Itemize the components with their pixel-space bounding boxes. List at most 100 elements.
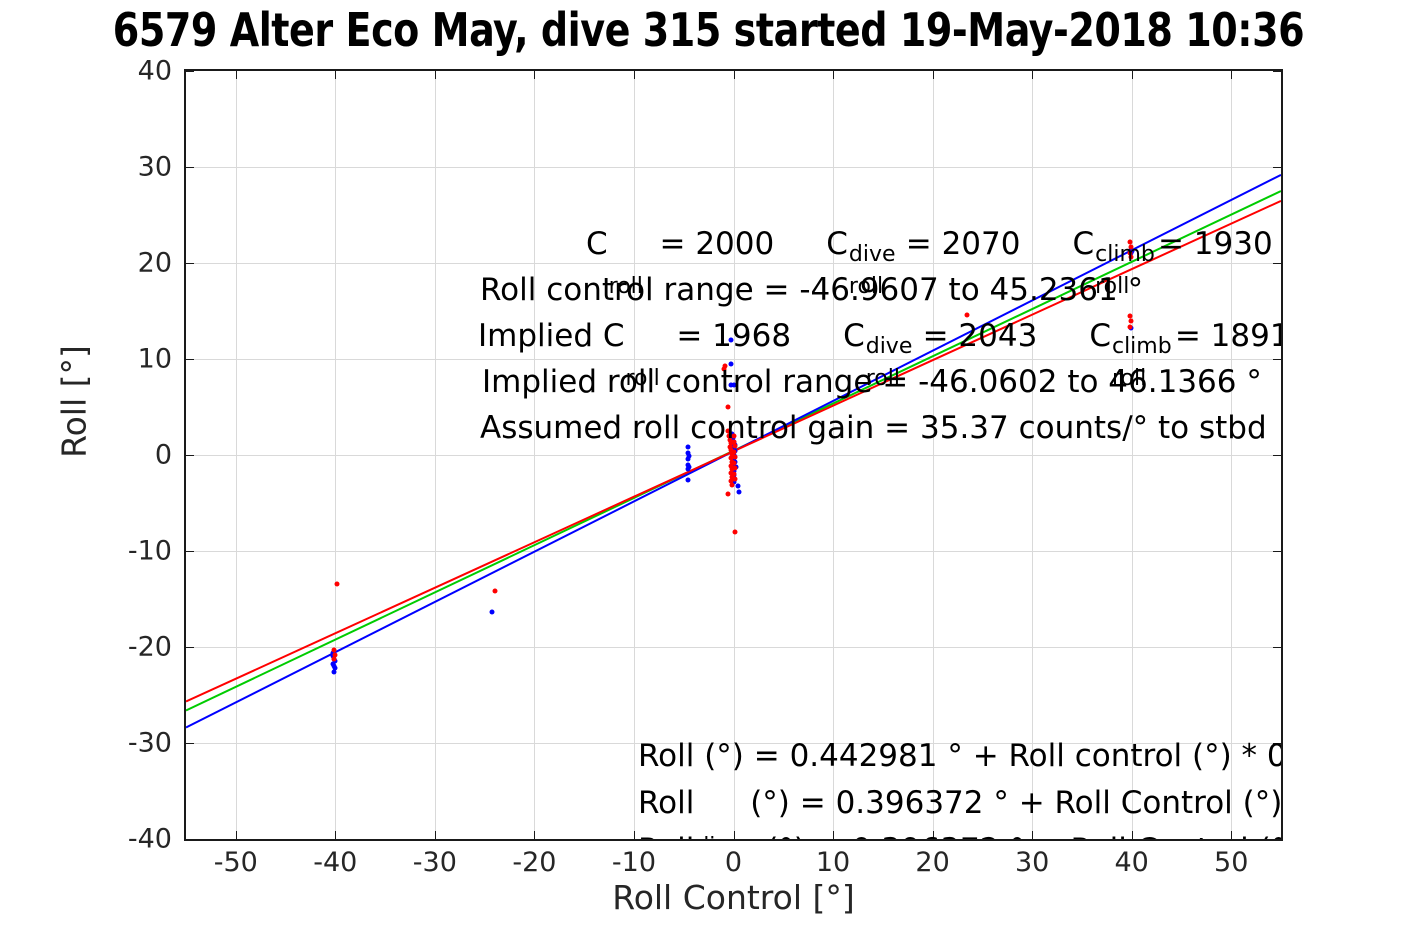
c-roll-subscript: roll	[608, 274, 643, 299]
x-tick-label: -10	[611, 847, 657, 878]
gridline-horizontal	[186, 167, 1281, 168]
annotation-line-roll-control-range: Roll control range = -46.9607 to 45.2361…	[480, 272, 1144, 308]
x-axis-tick-top	[235, 71, 237, 79]
data-point-climb	[492, 588, 498, 594]
equation-roll: Roll (°) = 0.442981 ° + Roll control (°)…	[638, 738, 1281, 774]
y-tick-label: 20	[137, 247, 172, 279]
c-dive-superscript: dive	[848, 242, 896, 267]
x-axis-label: Roll Control [°]	[612, 878, 855, 917]
data-point-climb	[726, 433, 732, 439]
y-tick-label: 40	[137, 55, 172, 87]
data-point-climb	[731, 449, 737, 455]
x-axis-tick-top	[434, 71, 436, 79]
implied-c-dive-superscript: dive	[865, 334, 913, 359]
data-point-dive	[686, 453, 692, 459]
data-point-climb	[721, 366, 727, 372]
y-tick-label: 30	[137, 151, 172, 183]
y-tick-label: 10	[137, 343, 172, 375]
equation-roll-dive-subscript: dive	[695, 823, 742, 839]
implied-c-dive-value: = 2043	[912, 318, 1038, 354]
data-point-climb	[731, 460, 737, 466]
data-point-climb	[729, 474, 734, 480]
data-point-climb	[331, 656, 337, 662]
c-climb-value: = 1930	[1148, 226, 1273, 262]
x-tick-label: 0	[724, 847, 743, 878]
data-point-dive	[686, 464, 692, 470]
data-point-dive	[331, 669, 337, 675]
c-dive-symbol: C	[826, 226, 848, 262]
implied-c-climb-value: = 1891	[1164, 318, 1283, 354]
x-axis-tick	[932, 831, 934, 839]
y-axis-tick-right	[1273, 167, 1281, 168]
gridline-horizontal	[186, 359, 1281, 360]
implied-c-roll-prefix: Implied C	[478, 318, 625, 354]
y-axis-tick	[186, 359, 194, 360]
x-axis-tick-top	[534, 71, 536, 79]
c-climb-subscript: roll	[1095, 274, 1130, 299]
equation-roll-dive-rest: (°) = 0.396372 ° + Roll Control (°) * 0.…	[750, 785, 1283, 821]
data-point-climb	[1128, 254, 1134, 260]
data-point-climb	[732, 529, 738, 535]
equation-roll-dive: Rolldive (°) = 0.396372 ° + Roll Control…	[638, 780, 1283, 839]
x-axis-tick	[1231, 831, 1233, 839]
y-axis-tick-right	[1273, 647, 1281, 648]
data-point-climb	[728, 447, 733, 453]
data-point-climb	[1128, 318, 1134, 324]
c-roll-value: = 2000	[649, 226, 775, 262]
data-point-dive	[736, 489, 742, 495]
data-point-climb	[728, 455, 733, 461]
implied-c-climb-subscript: roll	[1111, 366, 1147, 391]
x-axis-tick-top	[932, 71, 934, 79]
data-point-dive	[685, 456, 691, 462]
x-axis-tick	[1032, 831, 1034, 839]
x-axis-tick	[833, 831, 835, 839]
y-axis-tick	[186, 71, 194, 72]
implied-c-roll-value: = 1968	[666, 318, 792, 354]
x-tick-label: -50	[213, 847, 258, 878]
c-dive-subscript: roll	[848, 274, 884, 299]
data-point-climb	[729, 466, 734, 472]
data-point-climb	[725, 428, 731, 434]
implied-c-climb-superscript: climb	[1111, 334, 1172, 359]
y-axis-tick	[186, 551, 194, 552]
y-tick-label: 0	[154, 439, 172, 471]
data-point-climb	[732, 476, 738, 482]
data-point-climb	[731, 439, 737, 445]
x-tick-label: -40	[313, 847, 358, 878]
data-point-climb	[334, 581, 340, 587]
equation-roll-dive-prefix: Roll	[638, 785, 695, 821]
implied-c-dive-symbol: C	[843, 318, 865, 354]
y-axis-tick	[186, 167, 194, 168]
data-point-dive	[728, 361, 733, 367]
c-dive-value: = 2070	[895, 226, 1021, 262]
gridline-horizontal	[186, 743, 1281, 744]
x-axis-tick-top	[1032, 71, 1034, 79]
equation-roll-climb-rest: (°) = 0.396372 ° + Roll Control (°) * 0.…	[756, 832, 1281, 839]
data-point-climb	[331, 647, 337, 653]
data-point-climb	[725, 404, 731, 410]
x-axis-tick-top	[633, 71, 635, 79]
implied-c-roll-subscript: roll	[625, 366, 660, 391]
annotation-equations: Roll (°) = 0.442981 ° + Roll control (°)…	[638, 733, 1283, 839]
data-point-dive	[731, 382, 737, 388]
x-tick-label: 30	[1014, 847, 1050, 878]
annotation-line-assumed-gain: Assumed roll control gain = 35.37 counts…	[480, 410, 1267, 446]
data-point-dive	[731, 479, 736, 485]
x-axis-tick-top	[335, 71, 337, 79]
y-tick-label: -30	[127, 727, 172, 759]
x-axis-tick	[733, 831, 735, 839]
implied-c-climb-symbol: C	[1089, 318, 1111, 354]
y-tick-label: -20	[127, 631, 172, 663]
data-point-climb	[728, 440, 733, 446]
data-point-dive	[685, 477, 691, 483]
y-axis-label: Roll [°]	[54, 345, 94, 458]
data-point-climb	[728, 478, 733, 484]
data-point-climb	[1127, 313, 1133, 319]
y-tick-label: -40	[127, 823, 172, 855]
c-climb-symbol: C	[1072, 226, 1095, 262]
data-point-dive	[685, 444, 691, 450]
data-point-dive	[729, 431, 734, 437]
data-point-climb	[728, 470, 733, 476]
gridline-horizontal	[186, 263, 1281, 264]
